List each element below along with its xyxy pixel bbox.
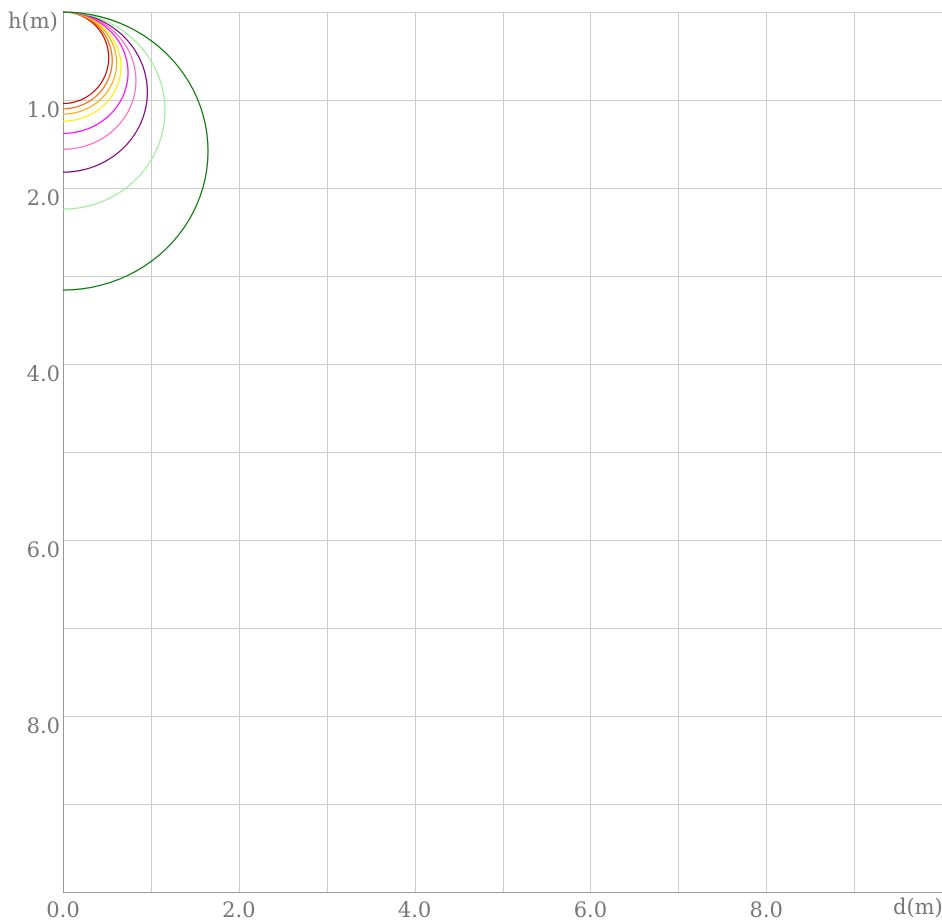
x-tick-label: 4.0 — [398, 898, 431, 922]
series-layer — [62, 11, 209, 291]
x-tick-label: 2.0 — [222, 898, 255, 922]
series-curve-9 — [62, 11, 209, 291]
tick-labels: 0.0 2.0 4.0 6.0 8.0 1.0 2.0 4.0 6.0 8.0 — [27, 98, 783, 922]
series-curve-4 — [62, 11, 122, 122]
series-curve-8 — [62, 11, 166, 210]
y-axis-label: h(m) — [8, 9, 58, 33]
series-curve-5 — [62, 11, 129, 135]
x-tick-label: 0.0 — [46, 898, 79, 922]
grid — [63, 12, 942, 893]
series-curve-2 — [62, 11, 113, 110]
x-tick-label: 8.0 — [749, 898, 782, 922]
axes — [63, 12, 942, 893]
y-tick-label: 6.0 — [27, 538, 60, 562]
series-curve-6 — [62, 11, 137, 150]
y-tick-label: 4.0 — [27, 362, 60, 386]
x-tick-label: 6.0 — [574, 898, 607, 922]
y-tick-label: 2.0 — [27, 186, 60, 210]
x-axis-label: d(m) — [893, 895, 942, 919]
y-tick-label: 8.0 — [27, 714, 60, 738]
y-tick-label: 1.0 — [27, 98, 60, 122]
series-curve-7 — [62, 11, 148, 173]
